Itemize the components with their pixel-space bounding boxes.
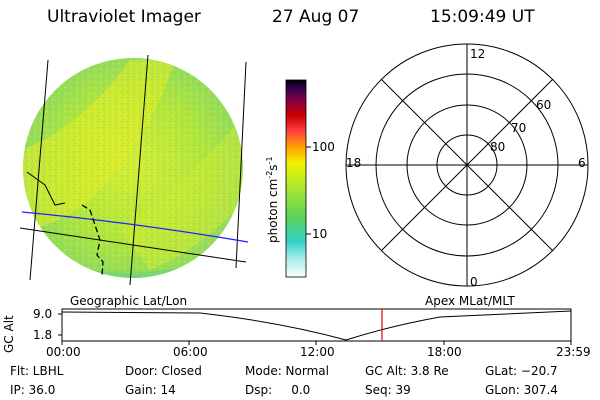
colorbar-tick-100: 100 (312, 140, 335, 154)
info-glon: GLon: 307.4 (485, 383, 558, 397)
mlt-label-0: 0 (470, 275, 478, 289)
info-ip: IP: 36.0 (10, 383, 56, 397)
timeline-tick: 12:00 (300, 345, 335, 359)
geo-meridian (235, 61, 247, 269)
info-seq: Seq: 39 (365, 383, 411, 397)
info-glat: GLat: −20.7 (485, 364, 558, 378)
timeline-y-bottom: 1.8 (33, 328, 53, 342)
coastline (26, 171, 66, 206)
mlt-label-18: 18 (346, 156, 362, 170)
geo-parallel (19, 227, 247, 263)
colorbar (285, 79, 311, 278)
info-mode: Mode: Normal (245, 364, 329, 378)
info-door: Door: Closed (125, 364, 202, 378)
info-dsp: Dsp: 0.0 (245, 383, 311, 397)
orbit-altitude-curve (61, 310, 572, 341)
instrument-title: Ultraviolet Imager (47, 7, 201, 27)
mlt-label-12: 12 (470, 47, 486, 61)
colorbar-tick-10: 10 (312, 227, 328, 241)
timeline-tick: 23:59 (556, 345, 591, 359)
info-gc-alt: GC Alt: 3.8 Re (365, 364, 449, 378)
altitude-timeline (58, 308, 572, 345)
timeline-tick: 18:00 (427, 345, 462, 359)
geo-meridian (129, 54, 149, 286)
geo-meridian (29, 59, 49, 281)
mlt-label-6: 6 (578, 156, 586, 170)
info-gain: Gain: 14 (125, 383, 176, 397)
colorbar-unit-label: photon cm-2s-1 (265, 156, 280, 243)
polar-plot (345, 43, 589, 287)
coastline (81, 204, 104, 276)
image-date: 27 Aug 07 (272, 7, 360, 27)
earth-image (19, 54, 249, 286)
timeline-tick: 06:00 (173, 345, 208, 359)
mlat-label-60: 60 (536, 98, 552, 112)
image-time: 15:09:49 UT (430, 7, 535, 27)
geo-caption: Geographic Lat/Lon (70, 294, 188, 308)
mlat-label-80: 80 (490, 140, 506, 154)
timeline-axis-label: GC Alt (2, 315, 16, 353)
mlat-label-70: 70 (511, 121, 527, 135)
info-filter: Flt: LBHL (10, 364, 64, 378)
apex-caption: Apex MLat/MLT (425, 294, 515, 308)
geo-latitude-line (21, 211, 249, 243)
timeline-y-top: 9.0 (33, 307, 53, 321)
timeline-tick: 00:00 (46, 345, 81, 359)
